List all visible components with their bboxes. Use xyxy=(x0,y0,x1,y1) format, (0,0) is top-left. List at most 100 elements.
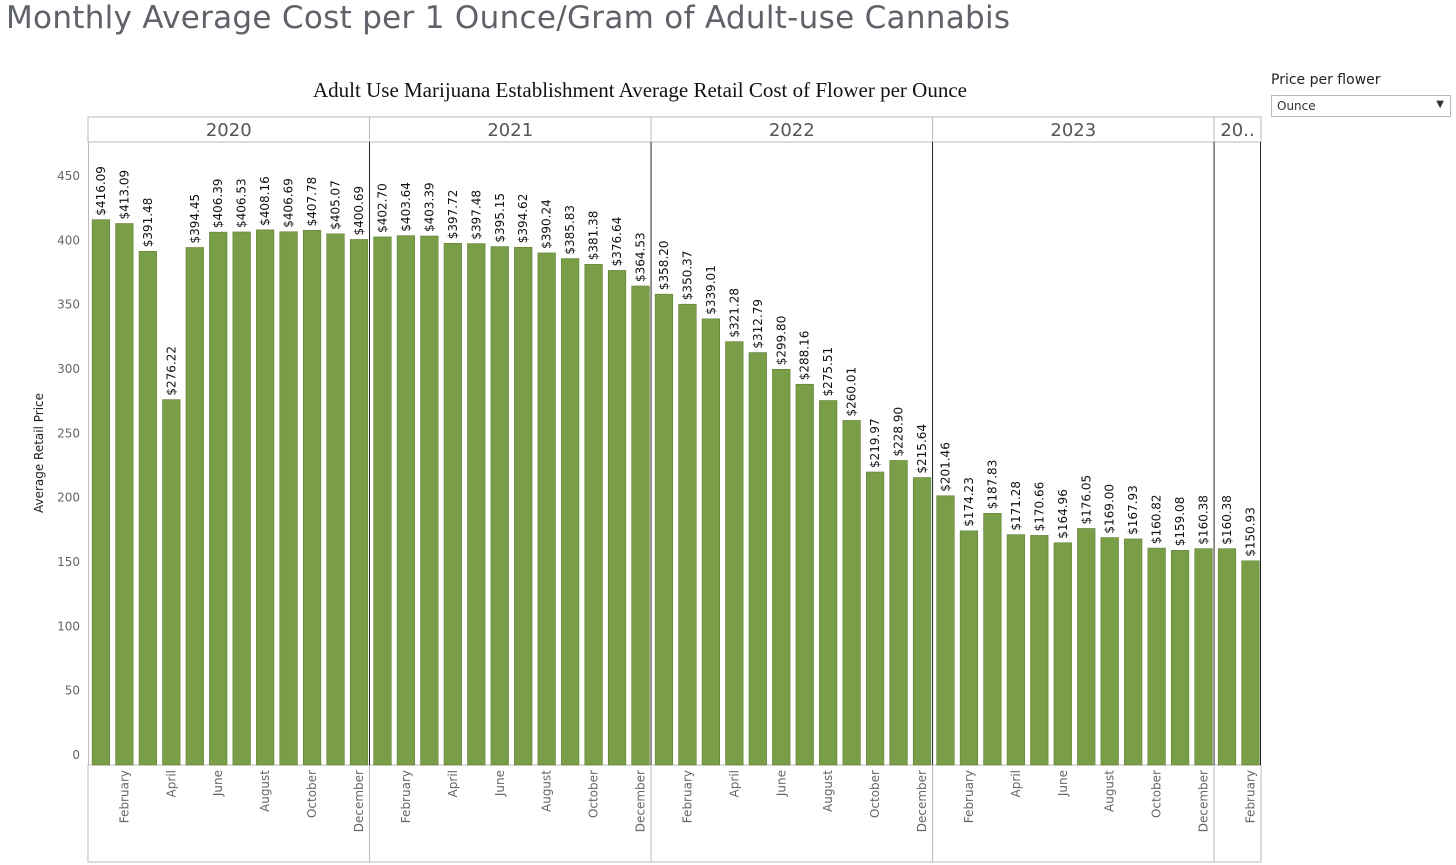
bar xyxy=(1100,537,1119,766)
bar xyxy=(1006,534,1025,766)
data-label: $390.24 xyxy=(540,199,554,249)
bar xyxy=(795,383,814,766)
data-label: $400.69 xyxy=(352,186,366,236)
data-label: $385.83 xyxy=(563,205,577,255)
year-header-20: 20.. xyxy=(1220,120,1254,141)
month-tick-label: February xyxy=(117,770,131,823)
month-tick-label: October xyxy=(587,770,601,818)
bar xyxy=(209,231,228,766)
month-tick-label: April xyxy=(727,770,741,797)
data-label: $397.72 xyxy=(446,190,460,240)
year-header-2022: 2022 xyxy=(769,120,815,141)
month-tick-label: October xyxy=(1150,770,1164,818)
bar xyxy=(396,235,416,766)
bar xyxy=(1124,538,1143,766)
bar xyxy=(349,239,369,766)
bar xyxy=(1053,542,1072,766)
bar xyxy=(819,400,838,766)
data-label: $201.46 xyxy=(939,442,953,492)
bars xyxy=(91,219,1260,766)
bar xyxy=(443,242,462,766)
bar xyxy=(983,513,1002,766)
chart-frame: 2020 2021 2022 2023 20.. xyxy=(87,116,1262,863)
bar xyxy=(1077,528,1096,766)
bar xyxy=(748,352,767,766)
bar xyxy=(936,495,955,766)
data-label: $403.39 xyxy=(422,182,436,232)
bar xyxy=(866,471,885,766)
data-label: $416.09 xyxy=(94,166,108,216)
bar xyxy=(607,270,627,766)
bar xyxy=(420,235,439,766)
bar xyxy=(561,258,580,766)
data-label: $339.01 xyxy=(704,265,718,315)
bar xyxy=(467,243,486,766)
data-label: $169.00 xyxy=(1103,484,1117,534)
data-label: $406.53 xyxy=(235,178,249,228)
y-axis: 0 50 100 150 200 250 300 350 400 450 Average Retai… xyxy=(32,169,80,762)
data-label: $312.79 xyxy=(751,299,765,349)
y-tick-label: 0 xyxy=(72,748,80,762)
y-tick-label: 450 xyxy=(57,169,80,183)
y-axis-title: Average Retail Price xyxy=(32,393,46,513)
year-header-frame xyxy=(87,116,1262,143)
year-header-2021: 2021 xyxy=(487,120,533,141)
page-title: Monthly Average Cost per 1 Ounce/Gram of… xyxy=(6,0,1011,36)
bar xyxy=(1194,548,1213,766)
month-tick-label: February xyxy=(399,770,413,823)
data-label: $170.66 xyxy=(1032,482,1046,532)
bar xyxy=(1030,535,1049,766)
bar xyxy=(1241,560,1260,766)
data-label: $408.16 xyxy=(258,176,272,226)
month-tick-label: June xyxy=(1056,770,1070,797)
data-label: $376.64 xyxy=(610,217,624,267)
data-label: $394.62 xyxy=(516,194,530,244)
month-tick-label: June xyxy=(774,770,788,797)
month-tick-label: June xyxy=(211,770,225,797)
month-tick-label: August xyxy=(1103,770,1117,812)
bar xyxy=(701,318,720,766)
month-tick-label: April xyxy=(446,770,460,797)
bar xyxy=(725,341,744,766)
data-label: $395.15 xyxy=(493,193,507,243)
data-label: $397.48 xyxy=(469,190,483,240)
price-filter-dropdown[interactable]: Ounce ▼ xyxy=(1271,95,1451,117)
data-label: $160.82 xyxy=(1150,494,1164,544)
bar xyxy=(1147,547,1166,766)
price-filter-value: Ounce xyxy=(1277,99,1316,113)
data-label: $228.90 xyxy=(892,407,906,457)
data-label: $406.39 xyxy=(211,178,225,228)
month-tick-label: February xyxy=(962,770,976,823)
data-label: $159.08 xyxy=(1173,497,1187,547)
bar xyxy=(279,231,298,766)
bar xyxy=(889,460,908,766)
bar xyxy=(185,247,204,766)
data-label: $150.93 xyxy=(1244,507,1258,557)
data-label: $167.93 xyxy=(1126,485,1140,535)
month-axis-frame xyxy=(87,764,1262,863)
bar xyxy=(631,285,650,766)
data-label: $219.97 xyxy=(868,418,882,468)
chart-title: Adult Use Marijuana Establishment Averag… xyxy=(313,78,967,102)
month-tick-label: April xyxy=(1009,770,1023,797)
month-tick-label: August xyxy=(258,770,272,812)
data-label: $215.64 xyxy=(915,424,929,474)
y-tick-label: 50 xyxy=(65,684,80,698)
bar xyxy=(842,420,861,766)
bar xyxy=(326,233,345,766)
y-tick-label: 150 xyxy=(57,555,80,569)
bar xyxy=(373,236,392,766)
y-tick-label: 200 xyxy=(57,491,80,505)
data-label: $413.09 xyxy=(117,170,131,220)
bar xyxy=(490,246,509,766)
data-label: $288.16 xyxy=(798,331,812,381)
y-tick-label: 100 xyxy=(57,619,80,633)
data-label: $364.53 xyxy=(634,232,648,282)
data-label: $406.69 xyxy=(282,178,296,228)
month-tick-label: December xyxy=(352,770,366,832)
bar xyxy=(138,251,157,766)
data-label: $391.48 xyxy=(141,198,155,248)
month-tick-label: February xyxy=(680,770,694,823)
month-tick-label: June xyxy=(493,770,507,797)
price-filter-label: Price per flower xyxy=(1271,72,1381,88)
